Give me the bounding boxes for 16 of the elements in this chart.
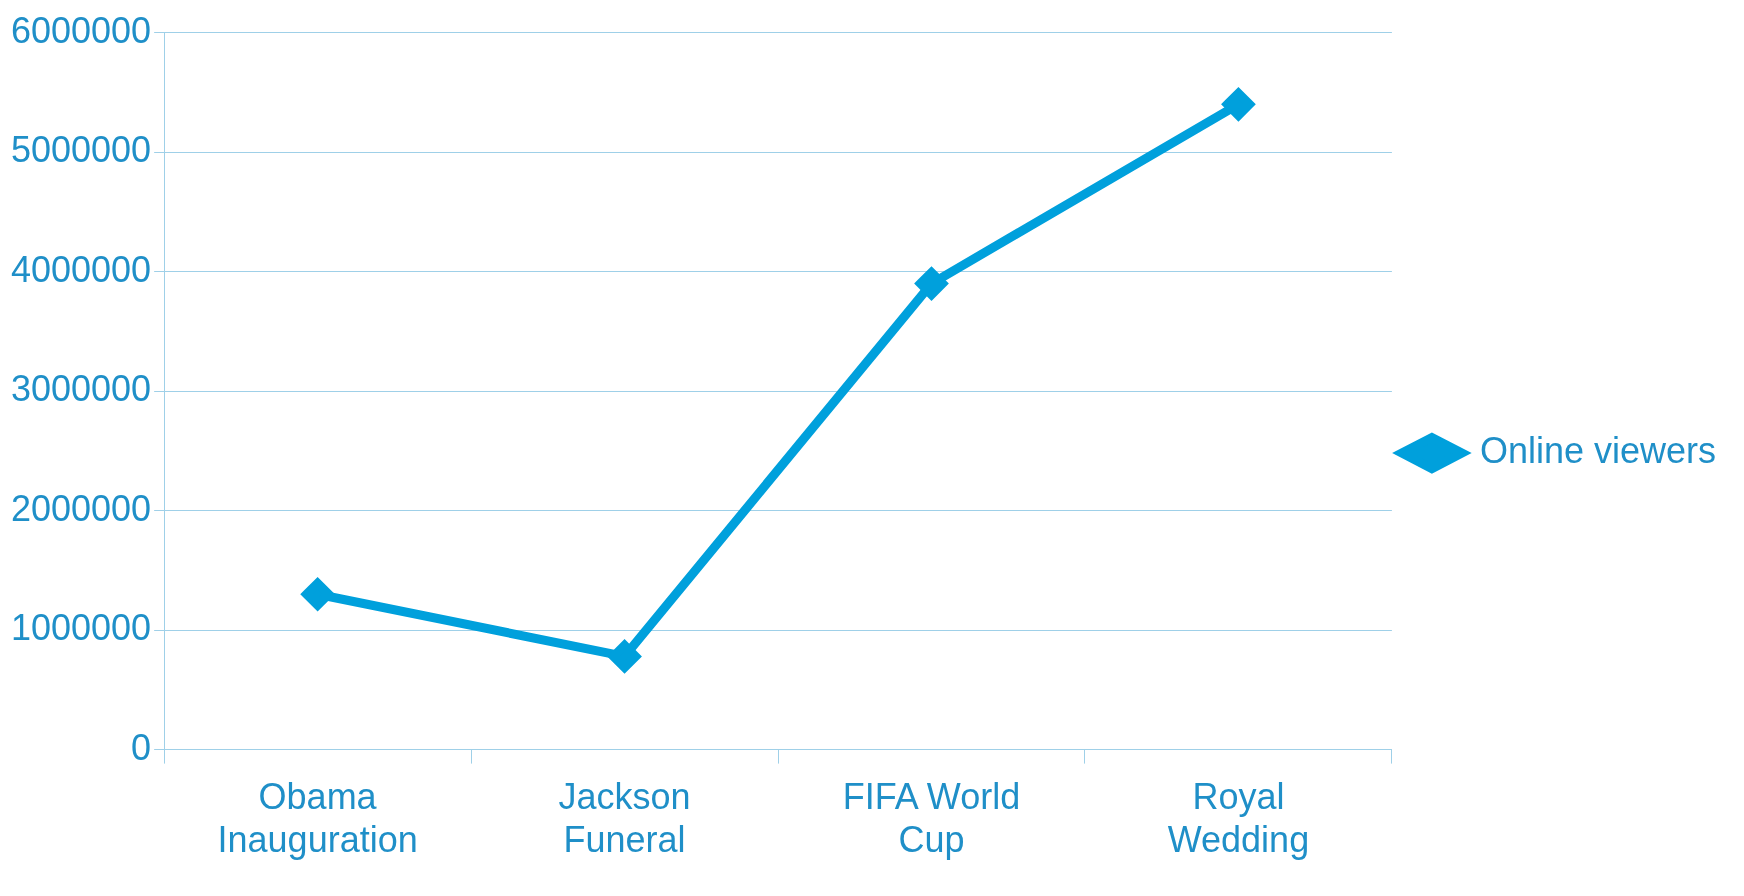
y-tick-label: 4000000 [10, 248, 152, 290]
x-tick-label: Obama Inauguration [217, 776, 418, 861]
x-tick-label: FIFA World Cup [842, 776, 1021, 861]
point [302, 578, 334, 610]
legend-label: Online viewers [1479, 429, 1716, 471]
point [1222, 88, 1254, 120]
y-tick-label: 6000000 [10, 9, 152, 51]
y-tick-label: 0 [131, 726, 152, 768]
y-tick-label: 2000000 [10, 487, 152, 529]
y-tick-label: 3000000 [10, 368, 152, 410]
y-tick-label: 1000000 [10, 607, 152, 649]
point [916, 268, 947, 300]
y-tick-label: 5000000 [10, 129, 152, 171]
point [609, 640, 641, 672]
x-tick-label: Jackson Funeral [558, 776, 691, 861]
x-tick-label: Royal Wedding [1167, 776, 1310, 861]
